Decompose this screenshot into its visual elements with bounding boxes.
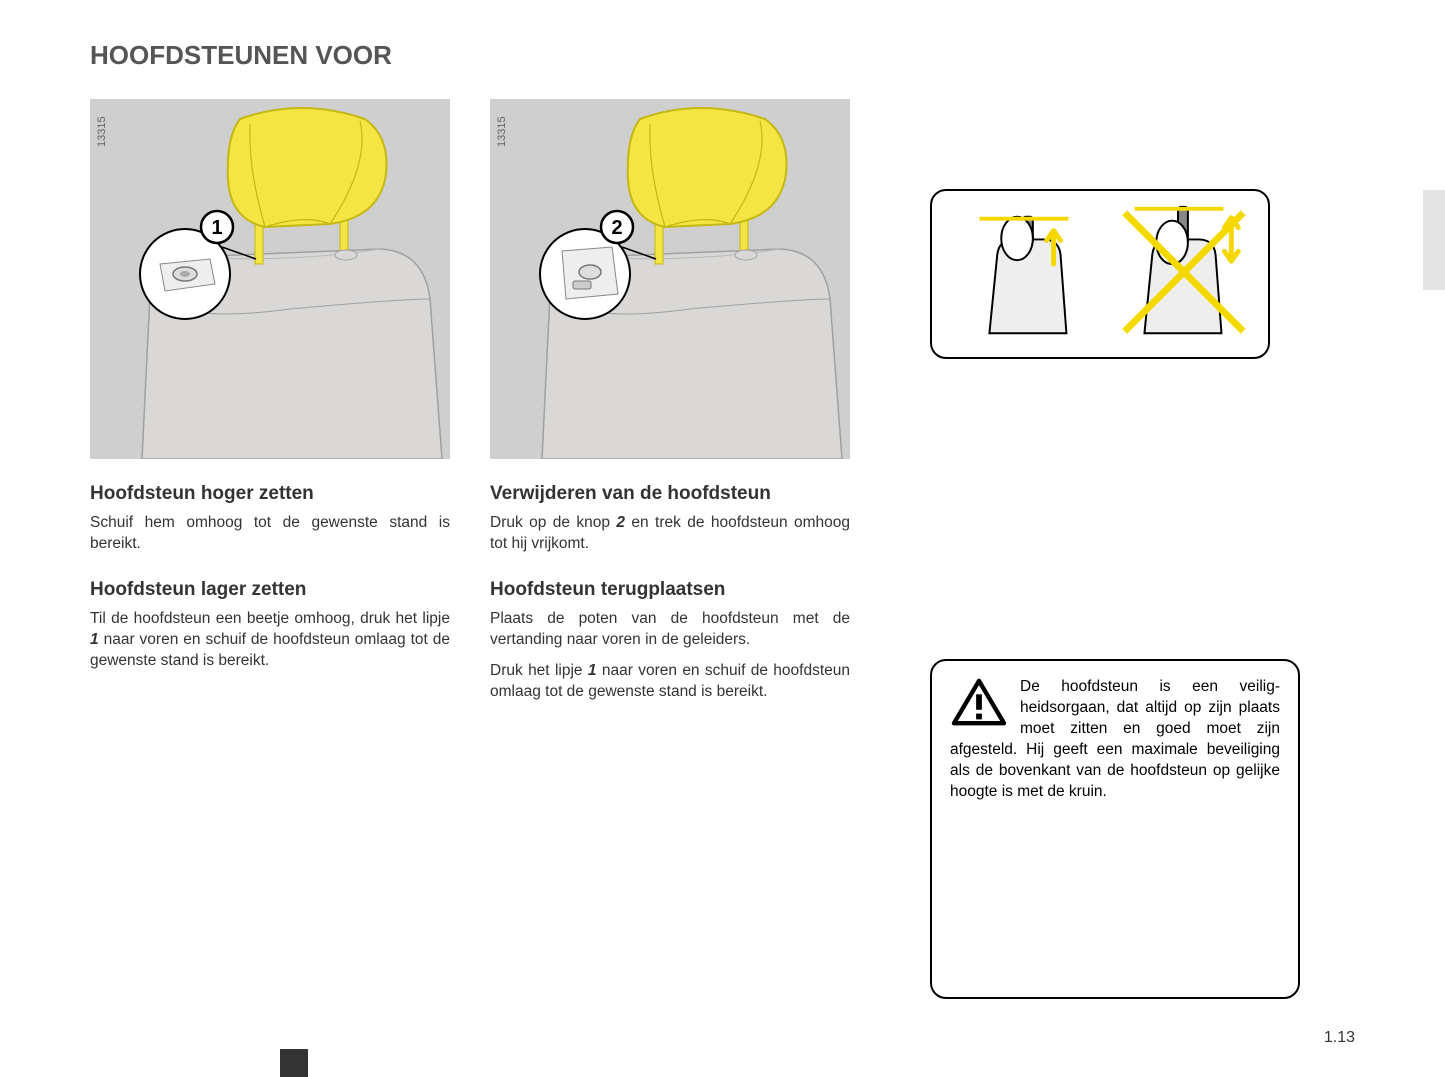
headrest-figure-2: 2 <box>490 99 850 459</box>
warning-box: De hoofdsteun is een veilig­heidsorgaan,… <box>930 659 1300 999</box>
column-1: 13315 <box>90 99 450 703</box>
headrest-figure-1: 1 <box>90 99 450 459</box>
heading-lower: Hoofdsteun lager zetten <box>90 579 450 601</box>
text-lower: Til de hoofdsteun een beetje omhoog, dru… <box>90 609 450 672</box>
page-title: HOOFDSTEUNEN VOOR <box>90 40 1375 71</box>
image-ref-2: 13315 <box>496 116 508 147</box>
column-2: 13315 2 Verwijd <box>490 99 850 703</box>
callout-1-number: 1 <box>211 217 222 239</box>
column-3: De hoofdsteun is een veilig­heidsorgaan,… <box>930 99 1290 703</box>
warning-icon <box>950 677 1008 729</box>
column-container: 13315 <box>90 99 1375 703</box>
heading-remove: Verwijderen van de hoofdsteun <box>490 483 850 505</box>
heading-refit: Hoofdsteun terugplaatsen <box>490 579 850 601</box>
page-number: 1.13 <box>1324 1029 1355 1047</box>
callout-2-number: 2 <box>611 217 622 239</box>
illustration-2: 13315 2 <box>490 99 850 459</box>
heading-raise: Hoofdsteun hoger zetten <box>90 483 450 505</box>
posture-svg <box>942 204 1258 344</box>
text-refit-2: Druk het lipje 1 naar voren en schuif de… <box>490 661 850 703</box>
image-ref-1: 13315 <box>96 116 108 147</box>
bottom-tab <box>280 1049 308 1077</box>
side-tab <box>1423 190 1445 290</box>
illustration-1: 13315 <box>90 99 450 459</box>
text-refit-1: Plaats de poten van de hoofdsteun met de… <box>490 609 850 651</box>
text-remove: Druk op de knop 2 en trek de hoofdsteun … <box>490 513 850 555</box>
posture-diagram <box>930 189 1270 359</box>
text-raise: Schuif hem omhoog tot de gewenste stand … <box>90 513 450 555</box>
